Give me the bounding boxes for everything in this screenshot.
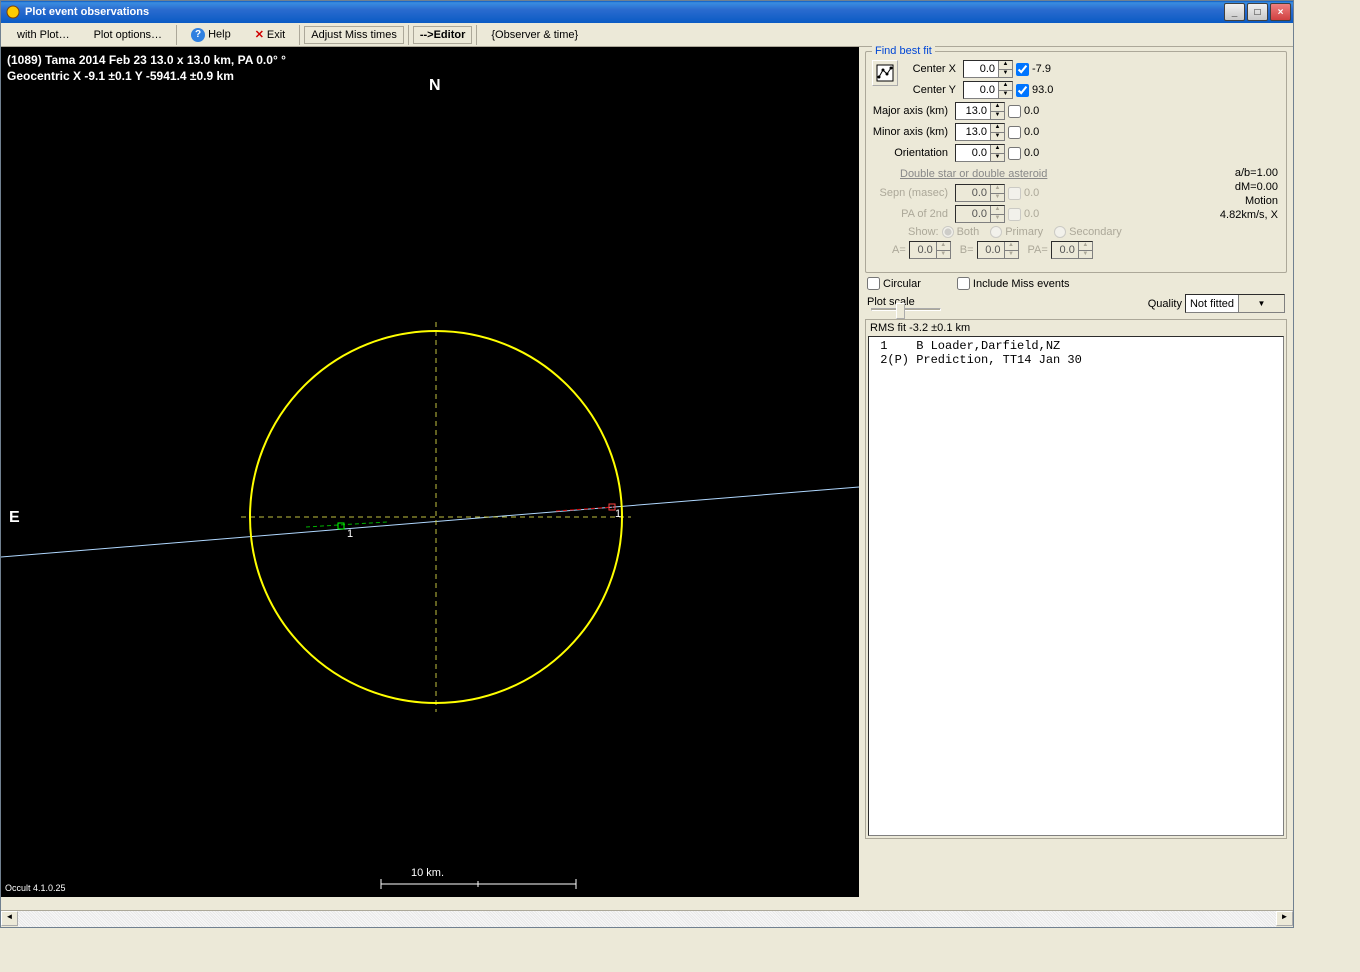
maximize-button[interactable]: □ bbox=[1247, 3, 1268, 21]
plot-title-1: (1089) Tama 2014 Feb 23 13.0 x 13.0 km, … bbox=[7, 53, 286, 67]
fit-run-button[interactable] bbox=[872, 60, 898, 86]
rms-title: RMS fit -3.2 ±0.1 km bbox=[868, 322, 1284, 336]
center-x-hint: -7.9 bbox=[1032, 63, 1060, 75]
scroll-right-button[interactable]: ► bbox=[1276, 911, 1293, 926]
toolbar: with Plot… Plot options… ?Help ✕Exit Adj… bbox=[1, 23, 1293, 47]
h-scrollbar[interactable]: ◄ ► bbox=[1, 910, 1293, 927]
center-x-spinner[interactable]: ▲▼ bbox=[963, 60, 1013, 78]
menu-with-plot[interactable]: with Plot… bbox=[5, 26, 82, 44]
center-y-label: Center Y bbox=[904, 84, 960, 96]
close-button[interactable]: × bbox=[1270, 3, 1291, 21]
side-panel: Find best fit Center X ▲▼ -7.9 Cen bbox=[859, 47, 1293, 927]
major-axis-hint: 0.0 bbox=[1024, 105, 1052, 117]
observer-time-label: {Observer & time} bbox=[479, 26, 590, 44]
sepn-spinner: ▲▼ bbox=[955, 184, 1005, 202]
plot-scale-slider[interactable] bbox=[871, 308, 941, 311]
svg-text:1: 1 bbox=[347, 528, 353, 540]
a-spinner: ▲▼ bbox=[909, 241, 951, 259]
scroll-left-button[interactable]: ◄ bbox=[1, 911, 18, 926]
plot-scale-label: Plot scale bbox=[867, 296, 945, 308]
major-axis-spinner[interactable]: ▲▼ bbox=[955, 102, 1005, 120]
orientation-check[interactable] bbox=[1008, 147, 1021, 160]
pa2-label: PA of 2nd bbox=[872, 208, 952, 220]
show-secondary-radio bbox=[1054, 226, 1066, 238]
ratio-info: a/b=1.00 dM=0.00 Motion 4.82km/s, X bbox=[1220, 166, 1278, 222]
east-label: E bbox=[9, 509, 20, 527]
menu-help[interactable]: ?Help bbox=[179, 25, 243, 45]
pa-spinner: ▲▼ bbox=[1051, 241, 1093, 259]
minor-axis-spinner[interactable]: ▲▼ bbox=[955, 123, 1005, 141]
rms-group: RMS fit -3.2 ±0.1 km 1 B Loader,Darfield… bbox=[865, 319, 1287, 839]
minor-axis-check[interactable] bbox=[1008, 126, 1021, 139]
quality-combo[interactable]: Not fitted▼ bbox=[1185, 294, 1285, 313]
center-y-hint: 93.0 bbox=[1032, 84, 1060, 96]
double-star-link[interactable]: Double star or double asteroid bbox=[900, 168, 1047, 180]
major-axis-label: Major axis (km) bbox=[872, 105, 952, 117]
version-label: Occult 4.1.0.25 bbox=[5, 883, 66, 893]
center-x-label: Center X bbox=[904, 63, 960, 75]
show-primary-radio bbox=[990, 226, 1002, 238]
close-icon: ✕ bbox=[255, 29, 264, 41]
scroll-track[interactable] bbox=[18, 911, 1276, 927]
scale-label: 10 km. bbox=[411, 867, 444, 879]
b-spinner: ▲▼ bbox=[977, 241, 1019, 259]
center-x-check[interactable] bbox=[1016, 63, 1029, 76]
app-window: Plot event observations _ □ × with Plot…… bbox=[0, 0, 1294, 928]
orientation-hint: 0.0 bbox=[1024, 147, 1052, 159]
svg-text:1: 1 bbox=[615, 508, 621, 520]
show-both-radio bbox=[942, 226, 954, 238]
plot-title-2: Geocentric X -9.1 ±0.1 Y -5941.4 ±0.9 km bbox=[7, 69, 234, 83]
circular-check[interactable] bbox=[867, 277, 880, 290]
plot-canvas: 1 1 bbox=[1, 47, 859, 897]
rms-list[interactable]: 1 B Loader,Darfield,NZ 2(P) Prediction, … bbox=[868, 336, 1284, 836]
adjust-miss-button[interactable]: Adjust Miss times bbox=[304, 26, 404, 44]
minimize-button[interactable]: _ bbox=[1224, 3, 1245, 21]
include-miss-check[interactable] bbox=[957, 277, 970, 290]
fit-group-title: Find best fit bbox=[872, 45, 935, 57]
titlebar: Plot event observations _ □ × bbox=[1, 1, 1293, 23]
pa2-spinner: ▲▼ bbox=[955, 205, 1005, 223]
pa2-check bbox=[1008, 208, 1021, 221]
plot-area[interactable]: 1 1 (1089) Tama 2014 Feb 23 13.0 x 13.0 … bbox=[1, 47, 859, 897]
center-y-check[interactable] bbox=[1016, 84, 1029, 97]
fit-group: Find best fit Center X ▲▼ -7.9 Cen bbox=[865, 51, 1287, 273]
chevron-down-icon: ▼ bbox=[1238, 295, 1284, 312]
menu-plot-options[interactable]: Plot options… bbox=[82, 26, 174, 44]
orientation-label: Orientation bbox=[872, 147, 952, 159]
minor-axis-label: Minor axis (km) bbox=[872, 126, 952, 138]
center-y-spinner[interactable]: ▲▼ bbox=[963, 81, 1013, 99]
menu-exit[interactable]: ✕Exit bbox=[243, 25, 298, 44]
sepn-check bbox=[1008, 187, 1021, 200]
north-label: N bbox=[429, 77, 441, 95]
sepn-label: Sepn (masec) bbox=[872, 187, 952, 199]
major-axis-check[interactable] bbox=[1008, 105, 1021, 118]
minor-axis-hint: 0.0 bbox=[1024, 126, 1052, 138]
orientation-spinner[interactable]: ▲▼ bbox=[955, 144, 1005, 162]
editor-button[interactable]: -->Editor bbox=[413, 26, 473, 44]
window-title: Plot event observations bbox=[25, 6, 149, 18]
app-icon bbox=[5, 4, 21, 20]
help-icon: ? bbox=[191, 28, 205, 42]
quality-label: Quality bbox=[1148, 298, 1182, 310]
window-buttons: _ □ × bbox=[1224, 3, 1291, 21]
chart-icon bbox=[876, 64, 894, 82]
content-area: 1 1 (1089) Tama 2014 Feb 23 13.0 x 13.0 … bbox=[1, 47, 1293, 927]
